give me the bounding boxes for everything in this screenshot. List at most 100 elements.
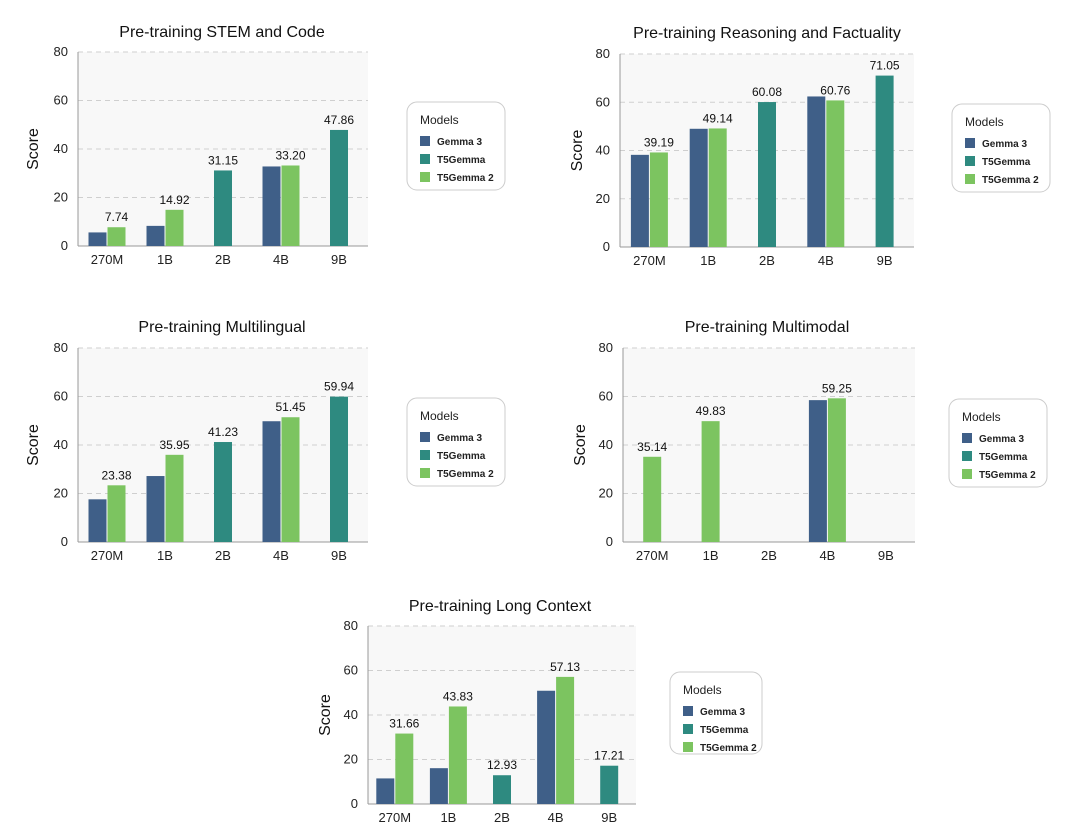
y-tick-label: 80 [599,340,613,355]
data-label: 47.86 [324,113,354,127]
y-tick-label: 40 [54,141,68,156]
x-tick-label: 2B [759,253,775,268]
data-label: 17.21 [594,749,624,763]
data-label: 35.95 [159,438,189,452]
legend-title: Models [420,409,459,423]
x-tick-label: 1B [700,253,716,268]
y-tick-label: 20 [344,752,358,767]
legend-swatch [420,432,430,442]
chart-title: Pre-training Multimodal [685,319,850,336]
y-axis-label: Score [317,694,334,736]
x-tick-label: 270M [91,548,124,563]
x-tick-label: 4B [818,253,834,268]
legend: Models Gemma 3 T5Gemma T5Gemma 2 [406,397,506,487]
data-label: 59.94 [324,380,354,394]
x-tick-label: 2B [215,548,231,563]
y-axis-label: Score [25,128,42,170]
bar-t5gemma [493,775,511,804]
bar-gemma-3 [630,154,649,247]
legend: Models Gemma 3 T5Gemma T5Gemma 2 [948,398,1048,488]
legend-item-label: T5Gemma 2 [979,470,1036,481]
legend-swatch [683,724,693,734]
data-label: 43.83 [443,689,473,703]
x-tick-label: 270M [633,253,666,268]
legend-swatch [420,136,430,146]
x-tick-label: 2B [215,252,231,267]
bar-t5gemma-2 [701,421,720,542]
legend-swatch [420,172,430,182]
data-label: 49.83 [696,404,726,418]
bar-t5gemma-2 [107,227,126,246]
x-tick-label: 9B [877,253,893,268]
chart-panel-5: Pre-training Long Context 0 20 40 60 80 Score 2… [317,598,763,825]
bar-t5gemma-2 [448,706,467,804]
y-tick-label: 80 [54,44,68,59]
bar-t5gemma [758,102,776,247]
bar-t5gemma-2 [165,209,184,246]
legend-item-label: Gemma 3 [979,434,1024,445]
bar-gemma-3 [376,778,395,804]
legend-item-label: T5Gemma 2 [437,173,494,184]
legend-swatch [420,154,430,164]
x-tick-label: 4B [273,252,289,267]
bar-t5gemma [600,765,619,804]
y-tick-label: 0 [351,796,358,811]
bar-t5gemma-2 [395,733,414,804]
y-tick-label: 60 [599,389,613,404]
bar-gemma-3 [88,232,107,246]
legend-item-label: Gemma 3 [700,707,745,718]
y-axis-label: Score [569,130,586,172]
data-label: 33.20 [275,148,305,162]
bar-gemma-3 [146,476,165,542]
bar-gemma-3 [807,96,826,248]
legend-item-label: T5Gemma 2 [982,175,1039,186]
y-tick-label: 0 [61,238,68,253]
y-tick-label: 60 [54,389,68,404]
bar-t5gemma [214,442,232,542]
x-tick-label: 1B [157,252,173,267]
bar-gemma-3 [537,690,556,804]
x-tick-label: 9B [331,252,347,267]
bar-gemma-3 [429,768,448,804]
x-tick-label: 1B [157,548,173,563]
bar-gemma-3 [262,421,281,542]
y-tick-label: 0 [61,534,68,549]
data-label: 60.08 [752,85,782,99]
legend-title: Models [420,113,459,127]
y-tick-label: 0 [603,239,610,254]
legend-swatch [962,451,972,461]
legend-item-label: T5Gemma [979,452,1028,463]
legend-item-label: T5Gemma 2 [700,743,757,754]
x-tick-label: 1B [703,548,719,563]
y-tick-label: 40 [599,437,613,452]
legend-box [951,103,1051,193]
legend-title: Models [962,410,1001,424]
chart-title: Pre-training Reasoning and Factuality [633,25,901,42]
y-tick-label: 60 [344,663,358,678]
x-tick-label: 2B [494,810,510,825]
bar-t5gemma [330,396,348,542]
legend: Models Gemma 3 T5Gemma T5Gemma 2 [669,671,763,755]
y-tick-label: 20 [596,191,610,206]
legend: Models Gemma 3 T5Gemma T5Gemma 2 [951,103,1051,193]
y-tick-label: 40 [596,143,610,158]
x-tick-label: 1B [440,810,456,825]
chart-panel-3: Pre-training Multilingual 0 20 40 60 80 Score 2… [25,319,506,563]
data-label: 49.14 [703,111,733,125]
y-tick-label: 60 [54,93,68,108]
bar-t5gemma-2 [826,100,845,247]
bar-gemma-3 [262,166,281,246]
data-label: 59.25 [822,381,852,395]
legend-swatch [965,156,975,166]
bar-t5gemma-2 [165,454,184,542]
bar-t5gemma-2 [643,456,662,542]
legend-swatch [420,468,430,478]
bar-t5gemma [214,170,232,246]
legend-item-label: T5Gemma [982,157,1031,168]
x-tick-label: 4B [548,810,564,825]
legend-swatch [965,174,975,184]
y-tick-label: 20 [599,486,613,501]
bar-gemma-3 [88,499,107,542]
legend-item-label: T5Gemma [700,725,749,736]
